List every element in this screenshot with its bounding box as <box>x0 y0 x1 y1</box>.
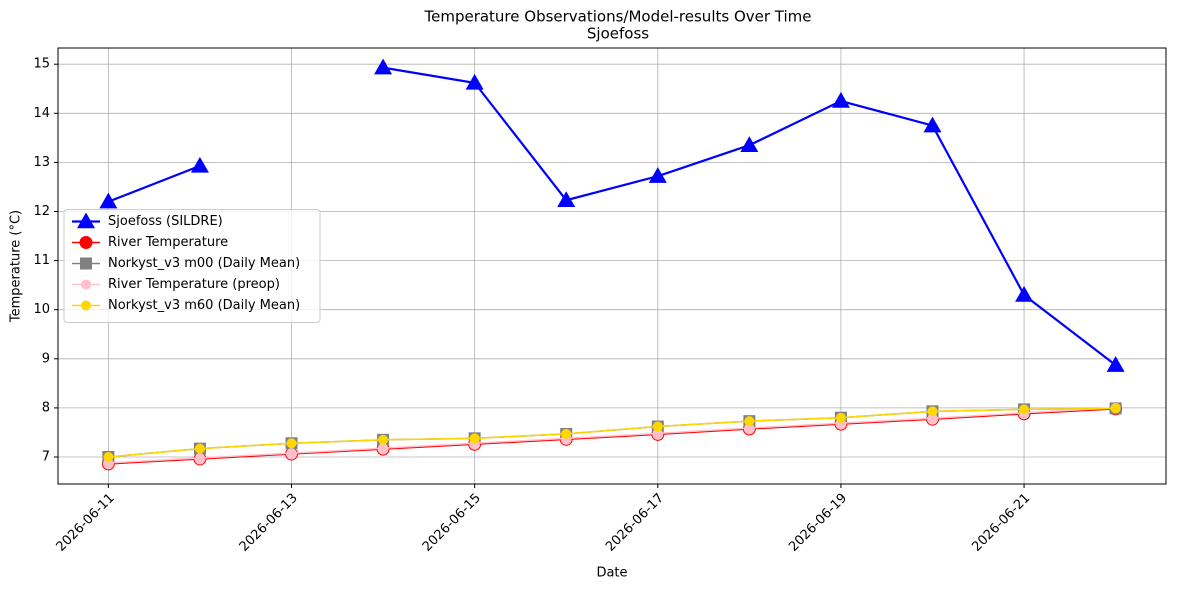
legend-label: Sjoefoss (SILDRE) <box>108 214 223 229</box>
y-tick-label: 13 <box>33 155 50 170</box>
data-point <box>744 423 755 434</box>
legend-marker <box>81 300 91 311</box>
legend-label: River Temperature <box>108 235 228 250</box>
legend-marker <box>80 257 92 270</box>
data-point <box>1110 403 1121 414</box>
data-point <box>927 413 938 424</box>
data-point <box>652 428 663 439</box>
x-tick-label: 2026-06-17 <box>603 491 667 555</box>
y-tick-label: 11 <box>33 253 50 268</box>
series-line <box>108 407 1116 458</box>
legend: Sjoefoss (SILDRE) River Temperature Norkys… <box>63 209 321 323</box>
data-point <box>374 58 393 75</box>
y-tick-label: 10 <box>33 302 50 317</box>
data-point <box>194 452 205 463</box>
y-tick-label: 8 <box>42 400 50 415</box>
data-point <box>652 421 663 432</box>
data-point <box>557 191 576 207</box>
legend-label: River Temperature (preop) <box>108 277 280 292</box>
data-point <box>286 448 297 459</box>
data-point <box>1015 285 1034 302</box>
y-axis-label: Temperature (°C) <box>9 210 24 323</box>
x-axis-label: Date <box>596 566 627 581</box>
data-point <box>194 443 205 454</box>
x-tick-label: 2026-06-13 <box>237 491 301 555</box>
data-point <box>740 136 759 152</box>
legend-marker <box>81 279 91 290</box>
data-point <box>744 416 755 427</box>
chart-title: Temperature Observations/Model-results O… <box>423 8 811 26</box>
series-line <box>108 407 1116 464</box>
data-point <box>378 434 389 445</box>
legend-box <box>63 209 321 323</box>
data-point <box>103 451 114 462</box>
data-point <box>561 428 572 439</box>
legend-label: Norkyst_v3 m00 (Daily Mean) <box>108 256 300 271</box>
data-point <box>927 406 938 417</box>
x-tick-label: 2026-06-21 <box>969 491 1033 555</box>
y-tick-label: 12 <box>33 204 50 219</box>
plot-frame <box>57 47 1167 485</box>
legend-marker <box>79 236 93 249</box>
y-tick-label: 15 <box>33 57 50 72</box>
y-tick-label: 7 <box>42 449 50 464</box>
data-point <box>469 433 480 444</box>
y-tick-label: 14 <box>33 106 50 121</box>
x-tick-label: 2026-06-11 <box>54 491 118 555</box>
data-point <box>378 443 389 454</box>
data-point <box>835 412 846 423</box>
data-point <box>1106 356 1125 372</box>
data-point <box>1019 404 1030 415</box>
data-point <box>190 156 209 173</box>
legend-marker <box>77 212 95 229</box>
data-point <box>648 167 667 183</box>
data-point <box>465 73 484 90</box>
legend-label: Norkyst_v3 m60 (Daily Mean) <box>108 298 300 313</box>
data-point <box>923 116 942 133</box>
data-point <box>831 92 850 108</box>
data-point <box>286 438 297 449</box>
series-line <box>108 408 1116 465</box>
y-tick-label: 9 <box>42 351 50 366</box>
chart-subtitle: Sjoefoss <box>587 25 649 43</box>
x-tick-label: 2026-06-19 <box>786 491 850 555</box>
x-tick-label: 2026-06-15 <box>420 491 484 555</box>
data-point <box>99 192 118 209</box>
